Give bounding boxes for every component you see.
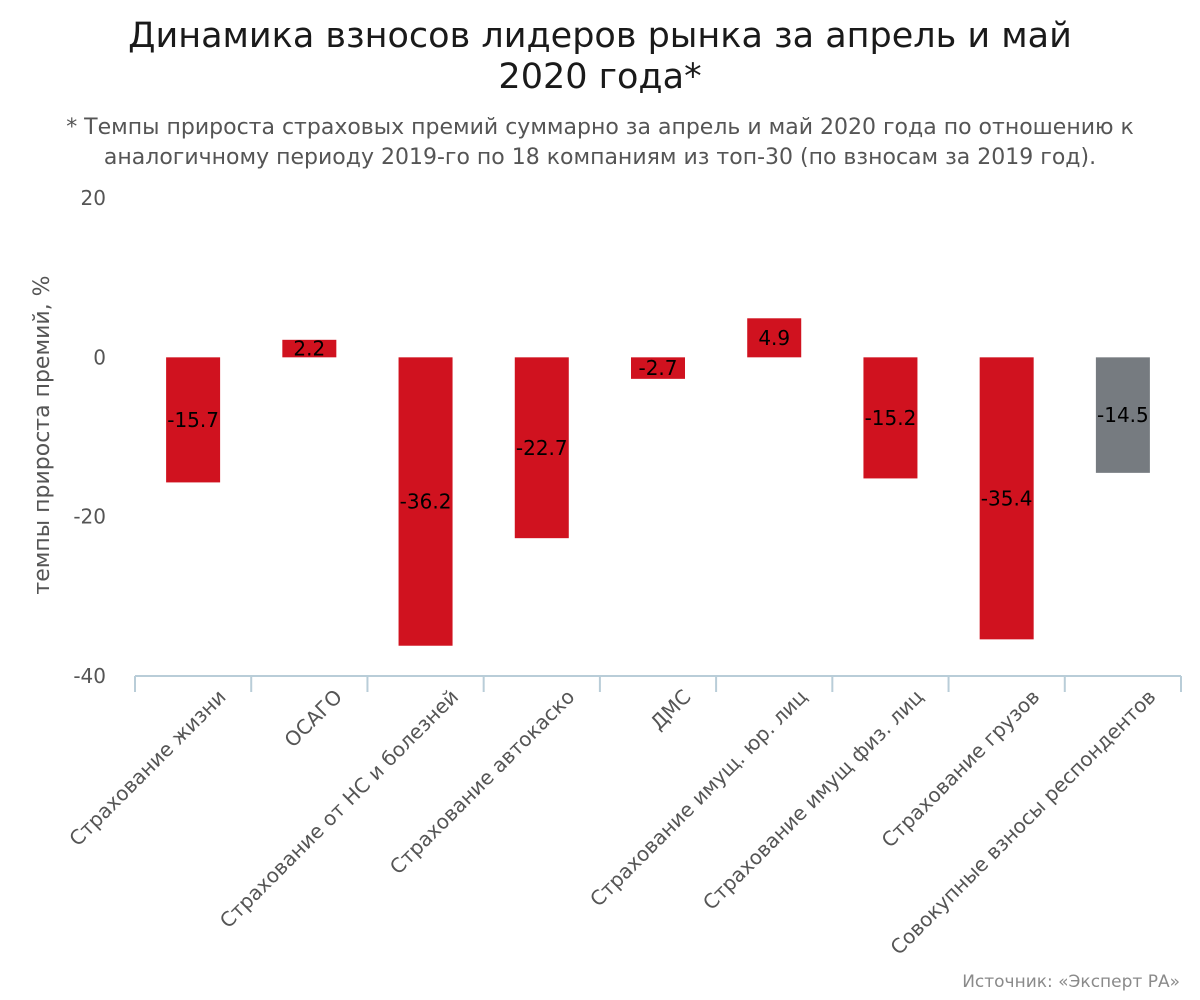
y-axis-label: темпы прироста премий, %	[30, 275, 55, 594]
x-tick-label: Страхование имущ. юр. лиц	[585, 685, 812, 912]
x-axis	[134, 675, 1182, 692]
data-label: -22.7	[516, 436, 568, 460]
data-label: -15.7	[167, 408, 219, 432]
data-label: -2.7	[638, 356, 677, 380]
data-label: -14.5	[1097, 403, 1149, 427]
bars-group	[166, 318, 1150, 646]
data-label: -35.4	[981, 486, 1033, 510]
bar	[398, 357, 453, 646]
chart-subtitle-line-2: аналогичному периоду 2019-го по 18 компа…	[103, 145, 1097, 170]
data-label: -15.2	[865, 406, 917, 430]
bar	[166, 357, 221, 483]
bar	[631, 357, 685, 379]
y-tick-label: -40	[73, 664, 106, 688]
data-label: -36.2	[400, 490, 452, 514]
bar	[979, 357, 1034, 640]
bar	[863, 357, 918, 479]
x-tick-label: Страхование имущ физ. лиц	[698, 685, 928, 915]
bar	[282, 339, 337, 358]
chart-title-line-2: 2020 года*	[498, 57, 702, 97]
chart-title-line-1: Динамика взносов лидеров рынка за апрель…	[128, 16, 1072, 56]
y-tick-label: 0	[93, 345, 106, 369]
chart-title: Динамика взносов лидеров рынка за апрель…	[0, 16, 1200, 98]
data-label: 2.2	[293, 337, 325, 361]
x-tick-label: ОСАГО	[279, 685, 346, 752]
x-tick-label: Страхование от НС и болезней	[215, 685, 463, 933]
data-labels: -15.7 2.2 -36.2 -22.7 -2.7 4.9 -15.2 -35.4 -14.5	[167, 326, 1149, 514]
y-tick-label: -20	[73, 505, 106, 529]
source-note: Источник: «Эксперт РА»	[962, 972, 1180, 992]
bar	[747, 318, 802, 358]
chart-subtitle-line-1: * Темпы прироста страховых премий суммар…	[66, 115, 1134, 140]
chart-subtitle: * Темпы прироста страховых премий суммар…	[0, 113, 1200, 173]
x-tick-label: Совокупные взносы респондентов	[885, 685, 1160, 960]
bar	[1095, 357, 1150, 473]
x-tick-label: Страхование автокаско	[385, 685, 579, 879]
x-tick-label: ДМС	[645, 685, 695, 735]
bar	[514, 357, 569, 539]
data-label: 4.9	[758, 326, 790, 350]
y-tick-label: 20	[81, 186, 106, 210]
x-tick-label: Страхование жизни	[64, 685, 230, 851]
y-axis-ticks: 20 0 -20 -40	[73, 186, 106, 688]
